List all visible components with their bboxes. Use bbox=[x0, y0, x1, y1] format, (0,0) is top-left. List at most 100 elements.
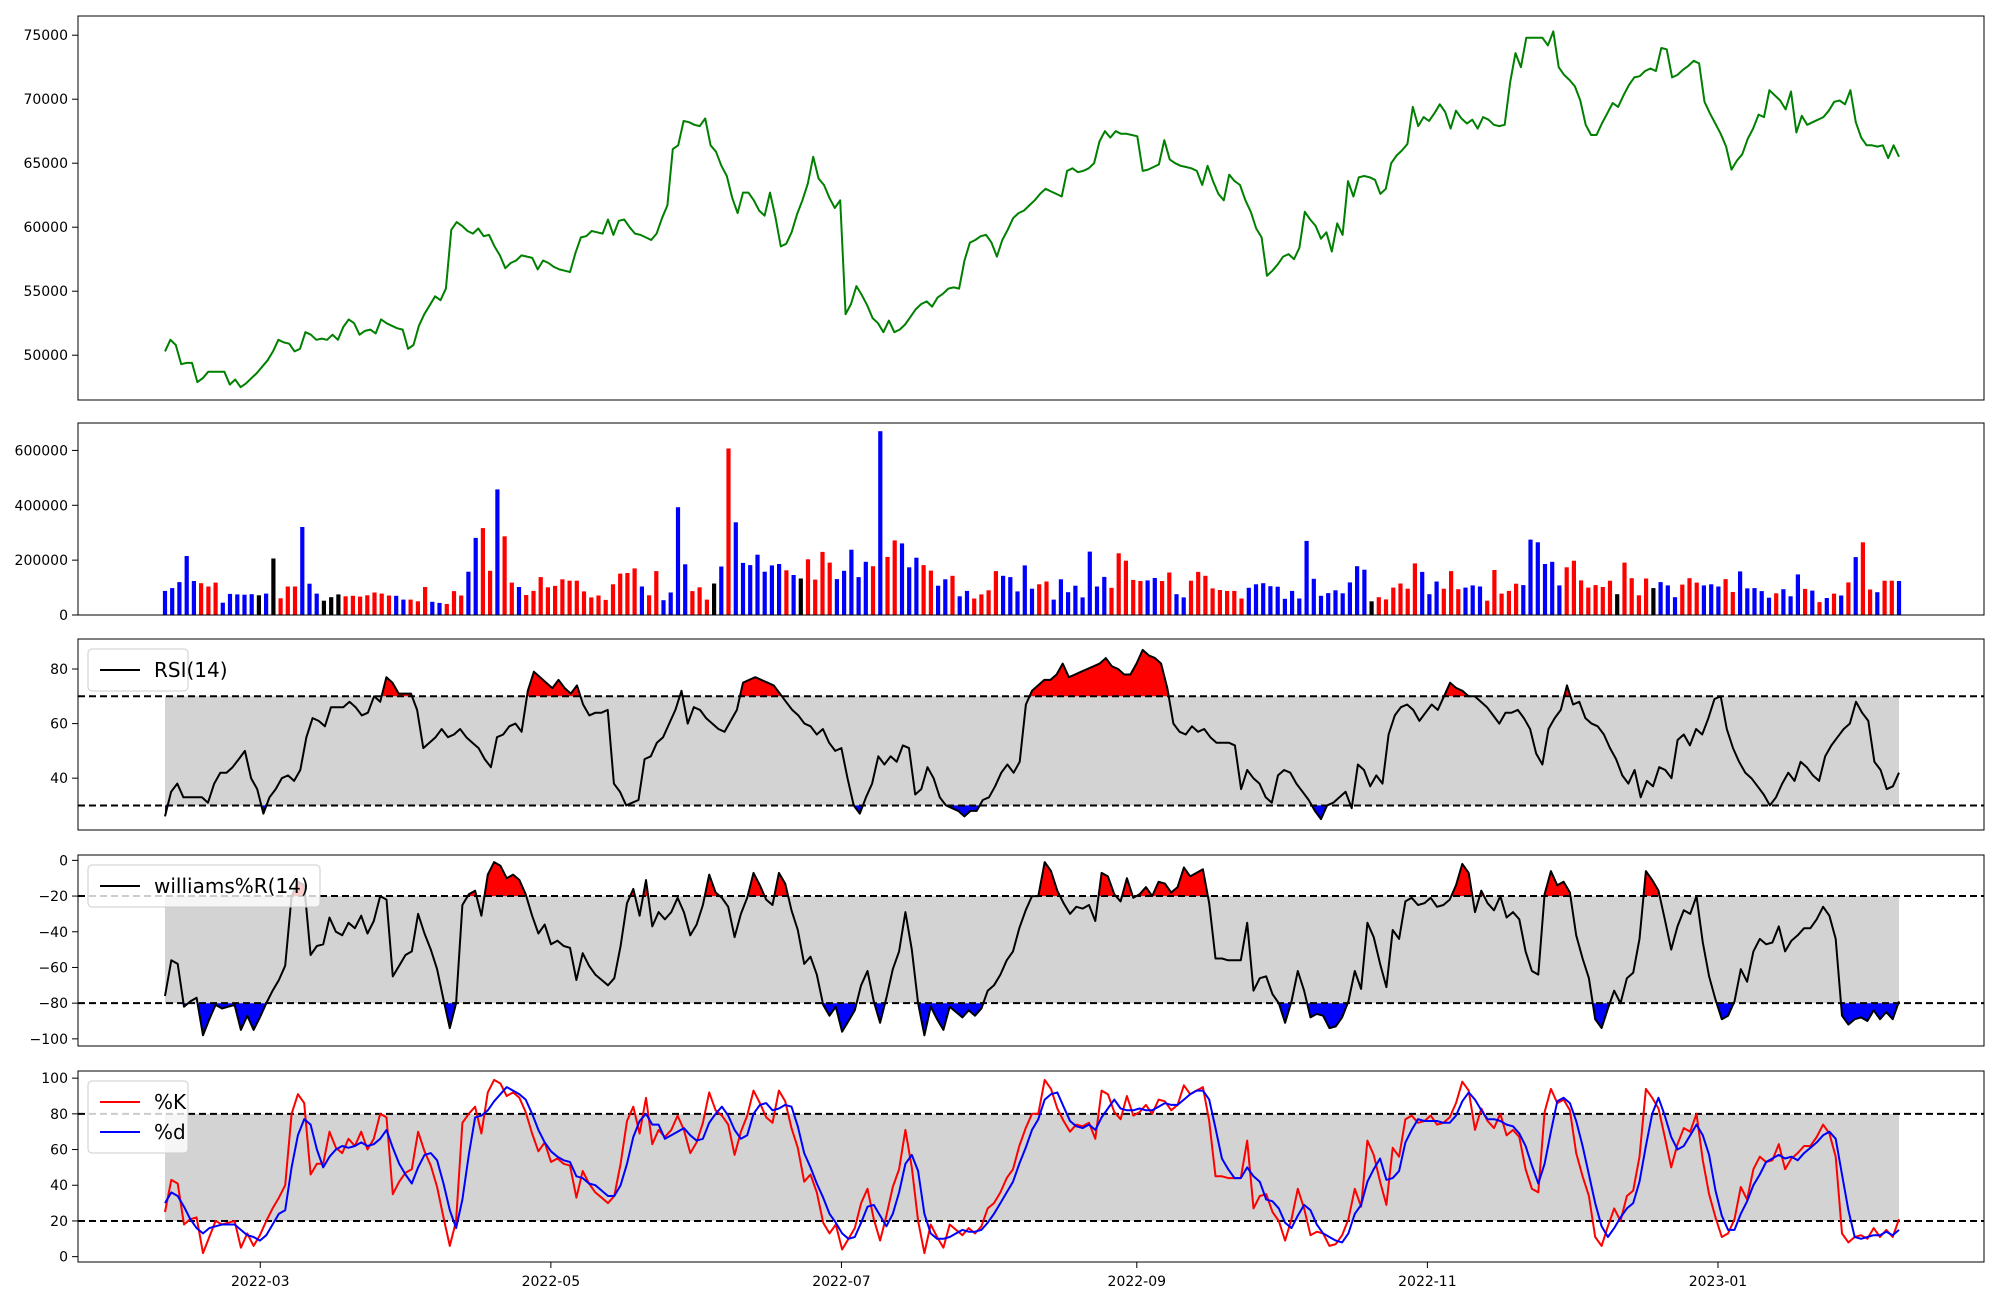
williams-oversold-area bbox=[874, 1003, 886, 1023]
volume-bar bbox=[459, 595, 464, 615]
williams-overbought-area bbox=[1098, 872, 1116, 897]
volume-bar bbox=[1275, 586, 1280, 615]
volume-bar bbox=[509, 582, 514, 615]
volume-bar bbox=[1376, 597, 1381, 615]
volume-bar bbox=[1001, 575, 1006, 615]
volume-bar bbox=[668, 592, 673, 615]
rsi-ytick-label: 60 bbox=[50, 717, 68, 733]
volume-bar bbox=[1029, 588, 1035, 615]
volume-bar bbox=[1550, 561, 1555, 615]
volume-bar bbox=[1449, 571, 1454, 615]
volume-bar bbox=[574, 580, 579, 615]
volume-bar bbox=[1383, 599, 1389, 615]
volume-bar bbox=[1116, 553, 1121, 615]
volume-bar bbox=[762, 571, 767, 615]
stochastic-plot-area bbox=[78, 1078, 1984, 1255]
volume-bar bbox=[1788, 596, 1793, 615]
volume-bar bbox=[690, 591, 695, 615]
volume-bar bbox=[213, 582, 218, 615]
volume-bar bbox=[661, 600, 666, 615]
rsi-line bbox=[164, 648, 1900, 821]
williams-panel: −100 −80 −60 −40 −20 0 williams%R(14) bbox=[30, 853, 1985, 1048]
volume-bar bbox=[1391, 587, 1396, 615]
volume-bar bbox=[1412, 563, 1417, 615]
volume-bar bbox=[964, 590, 970, 615]
volume-bar bbox=[1499, 593, 1504, 615]
volume-bar bbox=[1087, 551, 1092, 615]
volume-bar bbox=[885, 556, 890, 615]
volume-bar bbox=[1803, 588, 1808, 615]
price-panel-frame bbox=[77, 15, 1985, 401]
volume-bar bbox=[1210, 588, 1215, 615]
volume-bar bbox=[336, 594, 341, 615]
williams-legend-box bbox=[87, 864, 321, 908]
volume-bar bbox=[1131, 579, 1136, 615]
volume-bar bbox=[957, 596, 962, 615]
volume-bar bbox=[314, 593, 319, 615]
volume-bar bbox=[264, 593, 269, 615]
rsi-ytick-label: 40 bbox=[50, 771, 68, 787]
stochastic-legend-label: %K bbox=[154, 1090, 187, 1114]
volume-bar bbox=[1571, 560, 1576, 615]
volume-bar bbox=[1615, 594, 1620, 615]
volume-bar bbox=[1058, 579, 1063, 615]
volume-bar bbox=[1738, 571, 1743, 615]
volume-bar bbox=[1340, 593, 1345, 615]
volume-bar bbox=[907, 567, 912, 615]
volume-bar bbox=[502, 536, 507, 615]
volume-bar bbox=[1860, 542, 1865, 615]
price-y-axis: 50000 55000 60000 65000 70000 75000 bbox=[23, 28, 78, 364]
volume-bar bbox=[993, 571, 998, 615]
volume-bar bbox=[451, 591, 457, 615]
volume-bar bbox=[1810, 590, 1815, 615]
volume-bar bbox=[603, 599, 608, 615]
volume-bar bbox=[1846, 582, 1851, 615]
williams-ytick-label: −40 bbox=[38, 925, 68, 941]
williams-overbought-area bbox=[747, 872, 765, 897]
volume-bar bbox=[1290, 590, 1295, 615]
stochastic-ytick-label: 60 bbox=[50, 1143, 68, 1159]
volume-bar bbox=[466, 571, 471, 615]
williams-oversold-area bbox=[197, 1003, 267, 1036]
volume-bar bbox=[1022, 565, 1027, 615]
volume-bar bbox=[1579, 580, 1584, 615]
volume-bar bbox=[1420, 571, 1425, 615]
volume-bar bbox=[1008, 577, 1013, 615]
volume-bar bbox=[943, 579, 948, 615]
volume-bar bbox=[170, 588, 175, 615]
volume-bar bbox=[1441, 588, 1446, 615]
volume-bar bbox=[1015, 591, 1020, 615]
rsi-overbought-area bbox=[1444, 682, 1469, 697]
volume-bar bbox=[1246, 587, 1251, 615]
volume-bar bbox=[1752, 588, 1757, 615]
volume-bar bbox=[278, 598, 283, 615]
volume-bar bbox=[1817, 602, 1822, 615]
volume-bar bbox=[733, 522, 738, 615]
williams-ytick-label: −80 bbox=[38, 996, 68, 1012]
williams-y-axis: −100 −80 −60 −40 −20 0 bbox=[30, 853, 78, 1048]
volume-bar bbox=[1470, 585, 1475, 615]
volume-bar bbox=[820, 551, 825, 615]
volume-bar bbox=[292, 586, 298, 615]
williams-oversold-area bbox=[1841, 1003, 1899, 1025]
volume-bar bbox=[1542, 564, 1548, 615]
volume-bar bbox=[1160, 581, 1165, 615]
rsi-neutral-band bbox=[165, 696, 1899, 806]
rsi-ytick-label: 80 bbox=[50, 662, 68, 678]
volume-bar bbox=[307, 583, 312, 615]
williams-overbought-area bbox=[774, 872, 789, 897]
volume-bar bbox=[1456, 589, 1461, 615]
volume-bar bbox=[1831, 593, 1837, 615]
volume-bar bbox=[249, 594, 254, 615]
volume-bar bbox=[415, 601, 420, 615]
volume-bar bbox=[589, 597, 594, 615]
volume-bar bbox=[545, 587, 550, 615]
volume-bar bbox=[856, 577, 861, 615]
volume-bar bbox=[1882, 580, 1887, 615]
volume-bar bbox=[386, 595, 392, 615]
volume-bar bbox=[1188, 580, 1194, 615]
date-tick-label: 2022-11 bbox=[1398, 1274, 1457, 1290]
volume-bar bbox=[1644, 578, 1649, 615]
volume-bar bbox=[1326, 593, 1331, 615]
volume-bar bbox=[892, 540, 897, 615]
